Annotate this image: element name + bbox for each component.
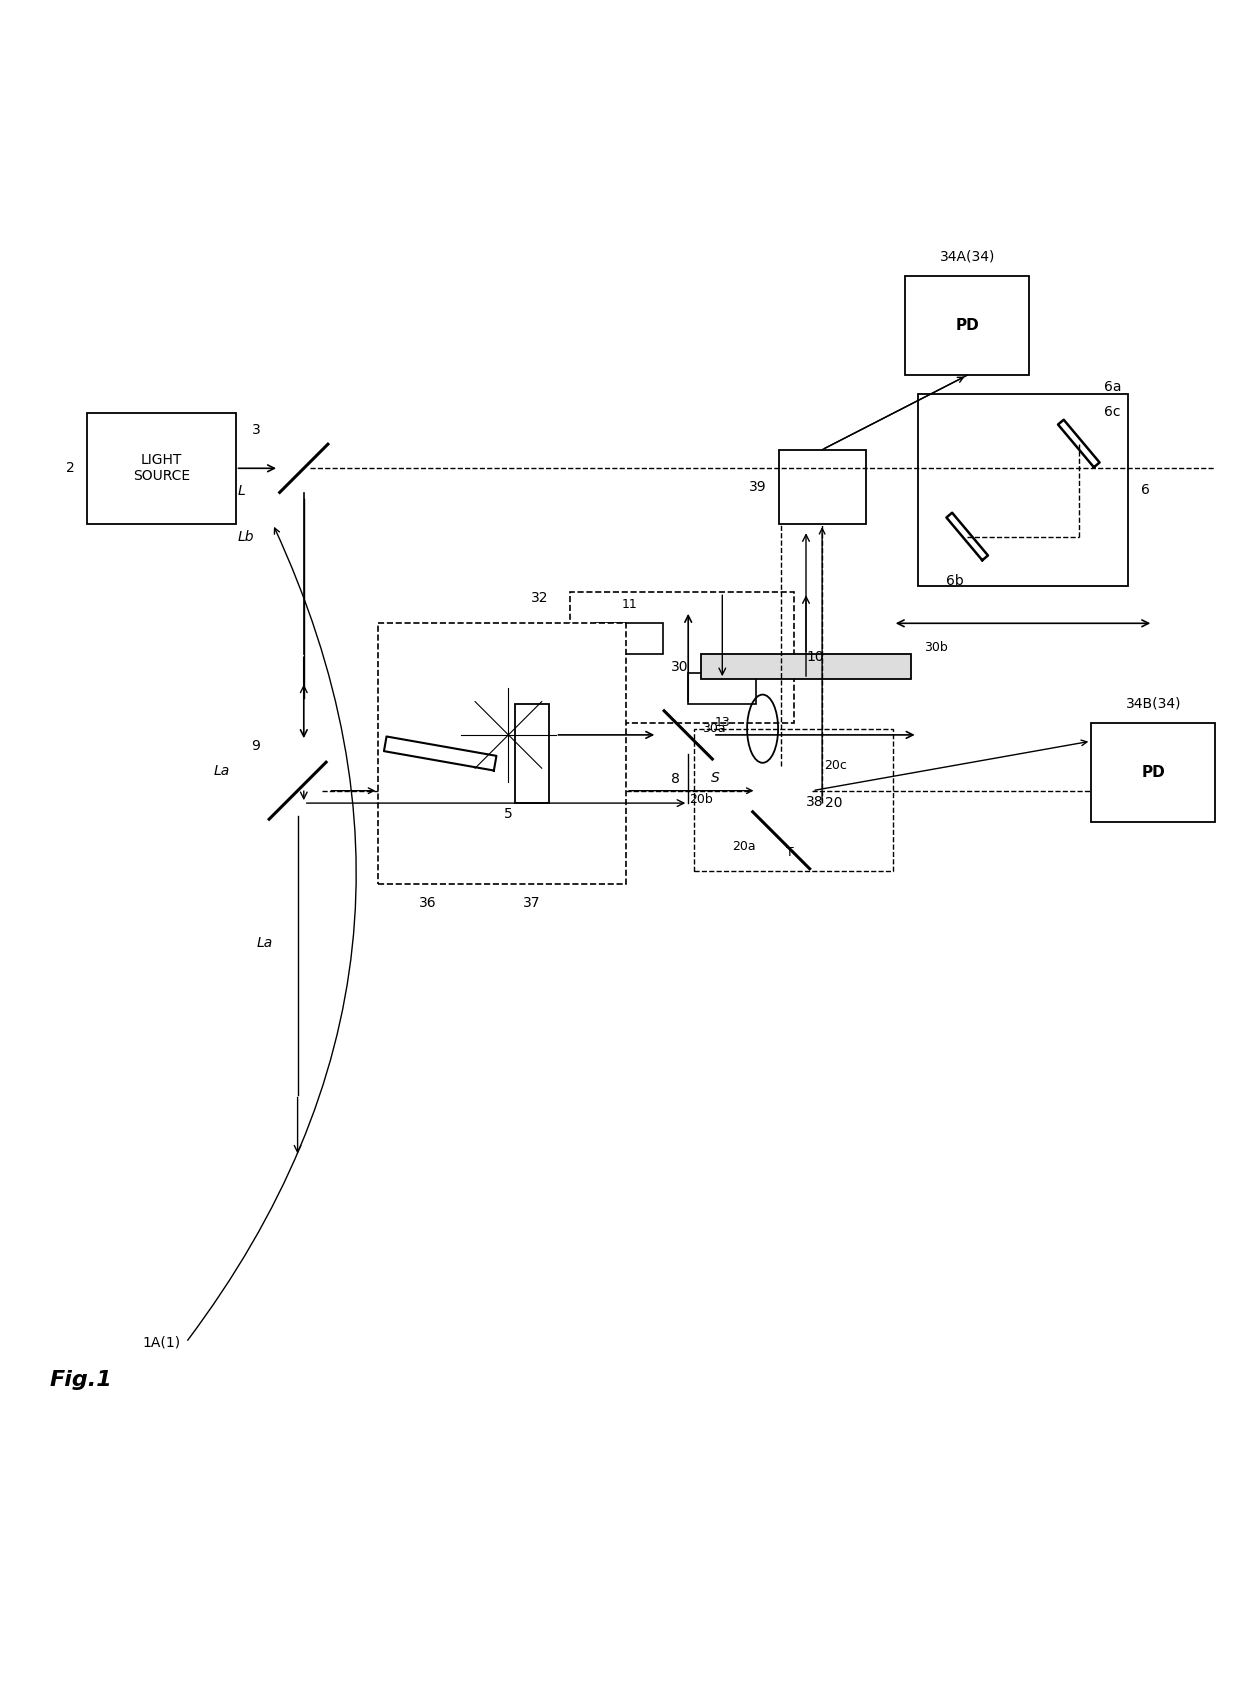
Text: 8: 8 — [671, 772, 681, 786]
Bar — [779, 450, 866, 525]
Text: 36: 36 — [419, 896, 436, 911]
Text: 30: 30 — [671, 660, 688, 674]
Bar — [1091, 723, 1215, 821]
Text: 1A(1): 1A(1) — [143, 1336, 180, 1349]
Text: 3: 3 — [252, 423, 260, 437]
Text: 6: 6 — [1141, 483, 1149, 498]
Text: S: S — [711, 772, 719, 786]
Text: 30a: 30a — [702, 723, 725, 735]
Text: 38: 38 — [806, 796, 823, 809]
Text: La: La — [213, 764, 229, 779]
Text: PD: PD — [955, 318, 980, 334]
Text: Lb: Lb — [238, 530, 254, 545]
Text: 32: 32 — [531, 591, 548, 604]
Bar — [694, 728, 893, 872]
Text: PD: PD — [1141, 765, 1166, 779]
Text: Fig.1: Fig.1 — [50, 1370, 113, 1390]
Bar — [595, 623, 663, 653]
Text: 6a: 6a — [1104, 379, 1121, 394]
Bar — [918, 394, 1128, 586]
Bar — [905, 276, 1029, 376]
Text: L: L — [238, 484, 246, 498]
Text: 2: 2 — [66, 460, 74, 476]
Text: 6c: 6c — [1104, 405, 1120, 418]
Text: 6b: 6b — [946, 574, 963, 587]
Text: 30b: 30b — [924, 642, 947, 653]
Text: 39: 39 — [749, 479, 766, 494]
Text: 20a: 20a — [732, 840, 756, 853]
Text: 34B(34): 34B(34) — [1126, 696, 1180, 709]
Text: 10: 10 — [806, 650, 823, 664]
Text: 13: 13 — [714, 716, 730, 730]
Text: 20: 20 — [825, 796, 842, 809]
Bar — [515, 704, 549, 802]
Bar — [701, 653, 911, 679]
Text: LIGHT
SOURCE: LIGHT SOURCE — [133, 454, 190, 484]
Text: 34A(34): 34A(34) — [940, 249, 994, 264]
Text: 11: 11 — [621, 598, 637, 611]
Text: 20c: 20c — [825, 760, 847, 772]
Bar — [378, 623, 626, 884]
Text: 9: 9 — [252, 740, 260, 753]
Text: 37: 37 — [523, 896, 541, 911]
Bar — [570, 593, 794, 723]
Bar — [87, 413, 236, 525]
Text: 20b: 20b — [689, 792, 713, 806]
Text: 5: 5 — [503, 808, 513, 821]
Text: T: T — [786, 846, 794, 860]
Polygon shape — [725, 765, 812, 821]
Bar — [688, 672, 756, 704]
Text: La: La — [257, 936, 273, 950]
